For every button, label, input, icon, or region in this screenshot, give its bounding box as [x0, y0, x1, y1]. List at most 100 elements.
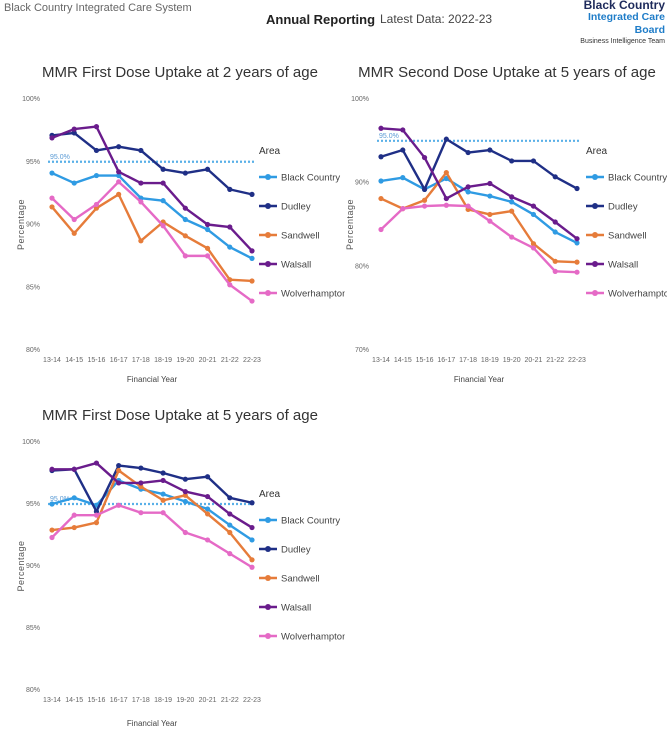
report-header: Black Country Integrated Care System Ann… — [0, 0, 667, 45]
data-point — [204, 166, 211, 172]
legend-title: Area — [259, 489, 281, 500]
x-tick-label: 22-23 — [243, 697, 261, 704]
legend: Area Black Country Dudley Sandwell Walsall Wo… — [259, 489, 345, 643]
logo-line-3: Business Intelligence Team — [580, 38, 665, 45]
data-point — [160, 223, 166, 229]
x-tick-label: 13-14 — [43, 357, 61, 364]
legend-label-walsall: Walsall — [281, 260, 311, 271]
data-point — [182, 529, 188, 536]
data-point — [204, 493, 211, 500]
legend-label-dudley: Dudley — [608, 202, 638, 213]
series-line — [51, 469, 253, 561]
legend-swatch-marker — [265, 604, 271, 610]
chart-svg: MMR First Dose Uptake at 2 years of age 8… — [16, 64, 345, 384]
data-point — [160, 491, 166, 497]
data-point — [530, 158, 537, 164]
data-point — [116, 480, 122, 486]
data-point — [160, 166, 166, 172]
data-point — [465, 149, 471, 156]
x-tick-label: 20-21 — [524, 357, 542, 364]
x-tick-label: 22-23 — [568, 357, 586, 364]
data-point — [465, 184, 471, 190]
data-point — [93, 460, 100, 466]
data-point — [487, 180, 493, 187]
data-point — [227, 529, 233, 536]
data-point — [182, 476, 188, 482]
data-point — [574, 185, 580, 192]
data-point — [160, 497, 166, 503]
data-point — [227, 244, 233, 250]
data-point — [93, 512, 100, 518]
data-point — [400, 175, 406, 181]
data-point — [182, 216, 188, 223]
data-point — [552, 268, 558, 274]
data-point — [160, 198, 166, 204]
series-walsall — [49, 460, 255, 531]
x-tick-label: 17-18 — [132, 357, 150, 364]
y-tick-label: 95% — [26, 501, 40, 508]
y-axis-label: Percentage — [345, 199, 355, 250]
series-line — [380, 171, 578, 264]
legend-swatch-marker — [265, 174, 271, 180]
data-point — [378, 154, 384, 160]
series-walsall — [378, 125, 580, 242]
data-point — [49, 170, 55, 176]
chart-title: MMR First Dose Uptake at 2 years of age — [42, 64, 318, 81]
data-point — [160, 180, 166, 186]
data-point — [249, 248, 255, 254]
legend-label-sandwell: Sandwell — [281, 231, 320, 242]
series-dudley — [49, 462, 255, 515]
data-point — [443, 136, 449, 142]
data-point — [71, 512, 77, 518]
data-point — [227, 495, 233, 501]
data-point — [465, 189, 471, 195]
data-point — [443, 175, 449, 182]
series-line — [51, 125, 253, 252]
data-point — [249, 255, 255, 261]
legend-swatch-marker — [265, 517, 271, 523]
data-point — [421, 186, 428, 192]
x-tick-label: 19-20 — [176, 357, 194, 364]
x-tick-label: 16-17 — [437, 357, 455, 364]
chart-first-dose-5-years: MMR First Dose Uptake at 5 years of age 8… — [0, 400, 345, 733]
data-point — [116, 179, 122, 185]
data-point — [93, 124, 100, 130]
data-point — [138, 510, 144, 516]
legend-swatch-marker — [265, 203, 271, 209]
data-point — [93, 172, 100, 179]
data-point — [227, 186, 233, 192]
series-line — [51, 180, 253, 303]
data-point — [530, 203, 537, 209]
y-axis-label: Percentage — [16, 199, 26, 250]
legend-label-sandwell: Sandwell — [281, 574, 320, 585]
x-tick-label: 21-22 — [546, 357, 564, 364]
data-point — [509, 158, 515, 164]
data-point — [487, 211, 493, 218]
data-point — [249, 524, 255, 531]
legend-swatch-marker — [265, 290, 271, 296]
data-point — [116, 191, 122, 197]
series-line — [51, 193, 253, 283]
data-point — [49, 204, 55, 210]
series-walsall — [49, 124, 255, 254]
data-point — [71, 466, 77, 472]
data-point — [71, 524, 77, 531]
chart-first-dose-2-years: MMR First Dose Uptake at 2 years of age 8… — [0, 55, 345, 395]
x-tick-label: 16-17 — [110, 697, 128, 704]
x-tick-label: 16-17 — [110, 357, 128, 364]
x-tick-label: 19-20 — [176, 697, 194, 704]
legend-label-walsall: Walsall — [608, 260, 638, 271]
x-tick-label: 14-15 — [65, 357, 83, 364]
data-point — [249, 500, 255, 506]
x-axis-label: Financial Year — [454, 375, 505, 384]
x-tick-label: 17-18 — [132, 697, 150, 704]
legend: Area Black Country Dudley Sandwell Walsall Wo… — [259, 146, 345, 300]
data-point — [182, 205, 188, 211]
y-tick-label: 100% — [22, 439, 40, 446]
x-tick-label: 14-15 — [394, 357, 412, 364]
data-point — [249, 278, 255, 284]
x-tick-label: 18-19 — [154, 697, 172, 704]
data-point — [138, 180, 144, 186]
data-point — [182, 253, 188, 259]
x-tick-label: 15-16 — [87, 697, 105, 704]
